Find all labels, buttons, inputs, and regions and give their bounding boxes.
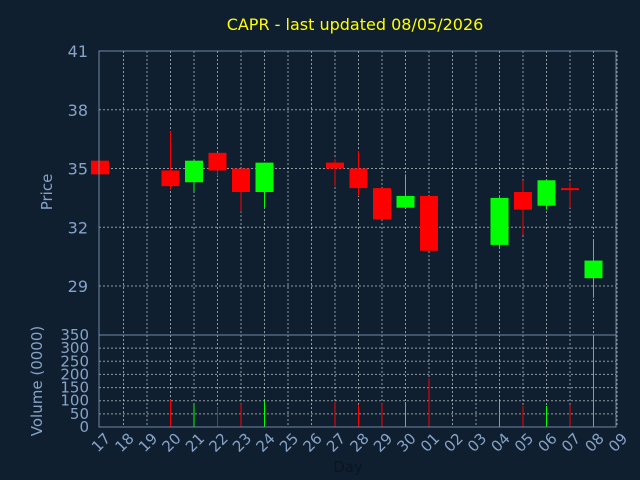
- candle-body: [232, 168, 250, 193]
- candle: [537, 180, 556, 210]
- candle-body: [255, 162, 274, 193]
- candle-body: [561, 188, 579, 191]
- x-tick-label: 07: [558, 430, 584, 456]
- candle-body: [161, 170, 180, 187]
- price-tick-label: 29: [68, 277, 88, 296]
- x-tick-label: 28: [347, 430, 373, 456]
- volume-panel-frame: [98, 334, 617, 428]
- x-tick-label: 25: [276, 430, 302, 456]
- x-tick-label: 20: [159, 430, 185, 456]
- x-tick-label: 21: [182, 430, 208, 456]
- x-tick-label: 03: [464, 430, 490, 456]
- x-tick-label: 04: [488, 430, 514, 456]
- candle: [396, 174, 415, 208]
- volume-tick-label: 0: [79, 418, 89, 436]
- candle-body: [185, 160, 203, 183]
- x-tick-label: 26: [300, 430, 326, 456]
- candle-body: [420, 195, 438, 251]
- candle-body: [91, 160, 109, 175]
- x-tick-label: 02: [441, 430, 467, 456]
- x-tick-label: 18: [112, 430, 138, 456]
- x-axis-label: Day: [333, 458, 363, 476]
- volume-tick-label: 150: [60, 379, 89, 397]
- price-y-ticks: 29 32 35 38 41: [68, 42, 88, 296]
- x-tick-label: 05: [511, 430, 537, 456]
- price-axis-label: Price: [38, 174, 56, 211]
- x-tick-label: 01: [417, 430, 443, 456]
- volume-tick-label: 300: [60, 339, 89, 357]
- candle-body: [396, 195, 415, 208]
- candles: [91, 131, 603, 298]
- candle-body: [514, 192, 532, 210]
- candle: [561, 182, 579, 208]
- candle-body: [537, 180, 556, 206]
- volume-bars: [170, 335, 594, 427]
- x-ticks: 1718192021222324252627282930010203040506…: [88, 430, 631, 456]
- volume-tick-label: 350: [60, 326, 89, 344]
- x-tick-label: 29: [370, 430, 396, 456]
- x-tick-label: 23: [229, 430, 255, 456]
- price-tick-label: 38: [68, 101, 88, 120]
- price-tick-label: 41: [68, 42, 88, 61]
- candle: [255, 162, 274, 208]
- volume-tick-label: 50: [70, 405, 89, 423]
- volume-axis-label: Volume (0000): [28, 326, 46, 436]
- candle: [514, 180, 532, 236]
- candle-body: [349, 168, 368, 189]
- candle: [373, 188, 391, 220]
- candle-body: [373, 188, 391, 220]
- candle: [490, 195, 509, 247]
- candle: [584, 240, 603, 298]
- candle-body: [208, 152, 227, 171]
- candle: [185, 160, 203, 193]
- x-tick-label: 06: [535, 430, 561, 456]
- price-tick-label: 35: [68, 160, 88, 179]
- candle: [208, 152, 227, 177]
- candle-body: [584, 260, 603, 279]
- chart-title: CAPR - last updated 08/05/2026: [227, 15, 484, 34]
- volume-tick-label: 250: [60, 352, 89, 370]
- x-tick-label: 17: [88, 430, 114, 456]
- x-tick-label: 30: [394, 430, 420, 456]
- candle: [349, 150, 368, 196]
- candle: [91, 160, 109, 175]
- x-tick-label: 19: [135, 430, 161, 456]
- candle: [326, 158, 344, 187]
- price-tick-label: 32: [68, 218, 88, 237]
- candle-body: [490, 197, 509, 245]
- candle: [420, 195, 438, 251]
- volume-tick-label: 200: [60, 365, 89, 383]
- volume-tick-label: 100: [60, 392, 89, 410]
- x-tick-label: 27: [323, 430, 349, 456]
- candle-body: [326, 162, 344, 169]
- x-tick-label: 08: [582, 430, 608, 456]
- x-tick-label: 22: [206, 430, 232, 456]
- candle: [232, 168, 250, 212]
- x-tick-label: 24: [253, 430, 279, 456]
- x-tick-label: 09: [605, 430, 631, 456]
- candle: [161, 131, 180, 191]
